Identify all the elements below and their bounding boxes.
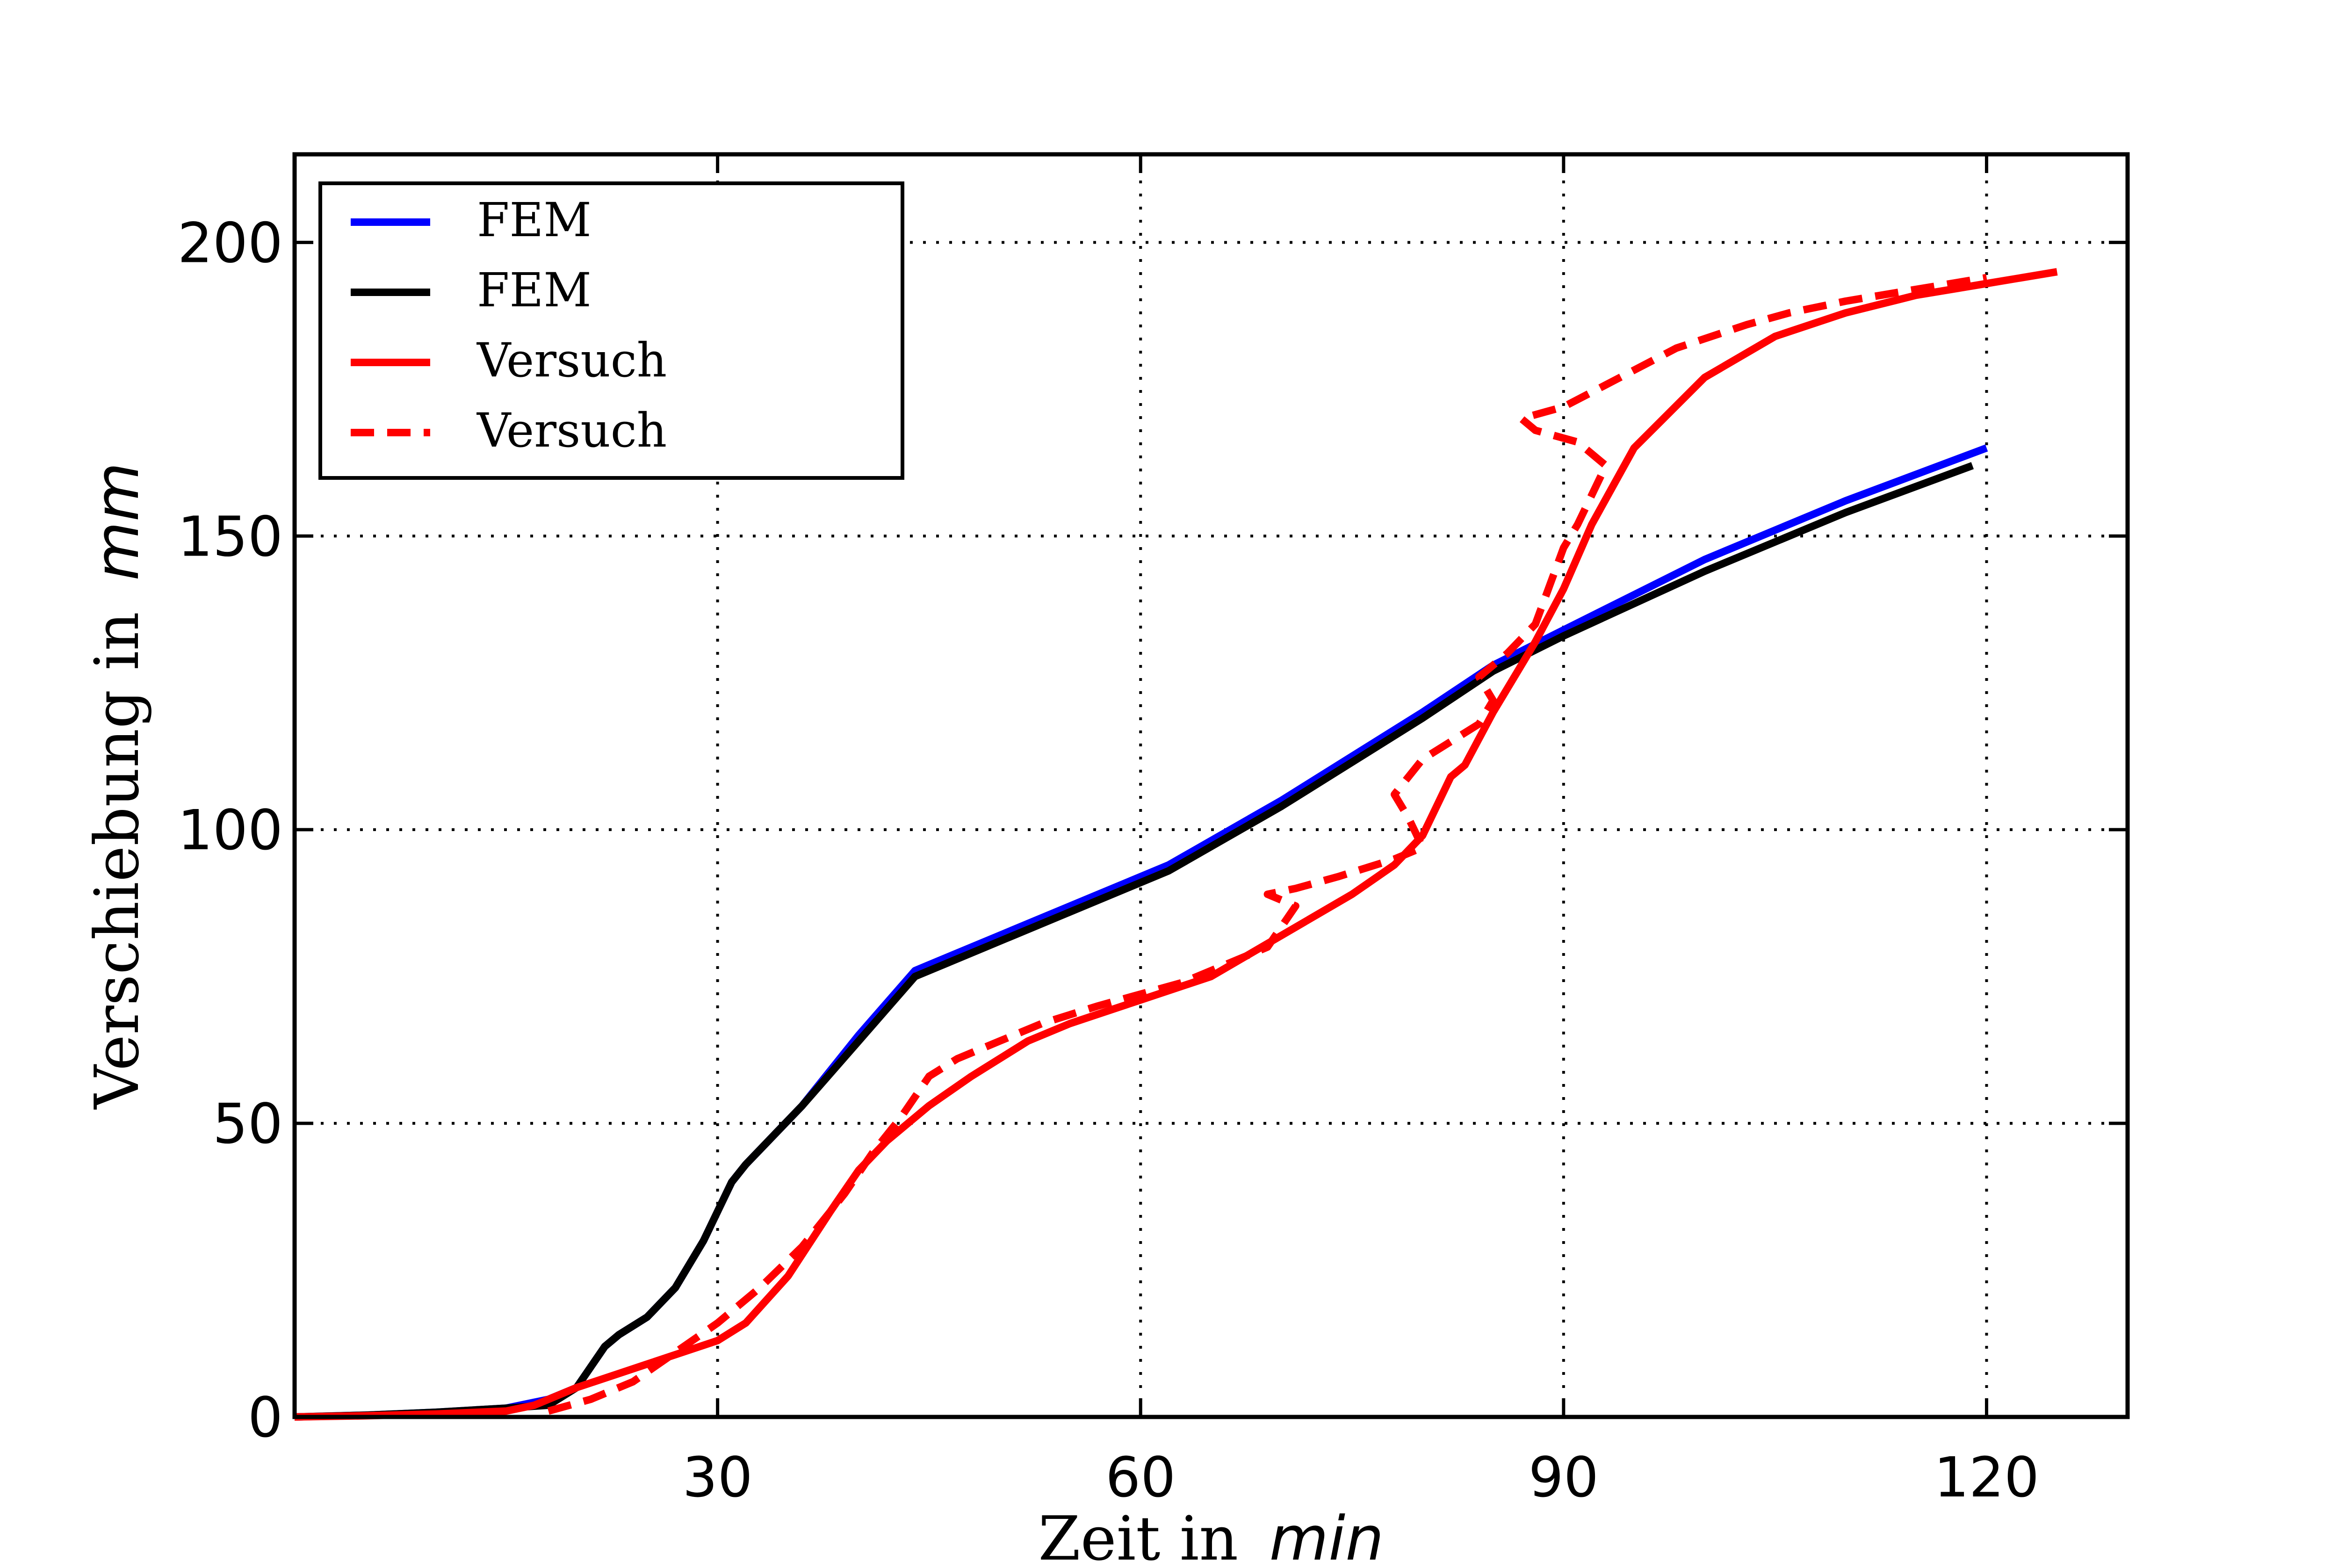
series-fem-blue bbox=[294, 444, 1988, 1421]
series-versuch-solid bbox=[294, 268, 2058, 1421]
x-tick-label: 120 bbox=[1934, 1445, 2039, 1510]
legend-label-fem-blue: FEM bbox=[477, 193, 592, 247]
y-tick-label: 200 bbox=[178, 210, 283, 275]
grid-lines bbox=[295, 154, 2128, 1417]
legend-frame bbox=[318, 181, 904, 480]
y-axis-label-text: Verschiebung in bbox=[81, 612, 152, 1110]
x-axis-label: Zeit in min bbox=[1038, 1503, 1384, 1568]
plot-frame bbox=[292, 152, 2130, 1419]
y-tick-label: 100 bbox=[178, 798, 283, 862]
x-tick-label: 30 bbox=[683, 1445, 753, 1510]
x-tick-label: 60 bbox=[1105, 1445, 1176, 1510]
axis-ticks: 30 60 90 120 0 50 100 150 200 bbox=[178, 154, 2128, 1510]
legend-label-fem-black: FEM bbox=[477, 263, 592, 318]
y-tick-label: 50 bbox=[213, 1091, 283, 1156]
y-tick-label: 150 bbox=[178, 504, 283, 569]
y-axis-label: Verschiebung in mm bbox=[81, 462, 152, 1110]
y-tick-label: 0 bbox=[248, 1385, 283, 1450]
y-axis-unit: mm bbox=[81, 462, 152, 581]
legend-label-versuch-dashed: Versuch bbox=[476, 403, 667, 458]
x-axis-label-text: Zeit in bbox=[1038, 1503, 1238, 1568]
legend-label-versuch-solid: Versuch bbox=[476, 333, 667, 388]
series-fem-black bbox=[294, 462, 1974, 1421]
series-versuch-dashed bbox=[547, 274, 1987, 1415]
series-layer bbox=[294, 268, 2058, 1421]
legend: FEM FEM Versuch Versuch bbox=[318, 181, 904, 480]
x-axis-unit: min bbox=[1269, 1503, 1384, 1568]
x-tick-label: 90 bbox=[1529, 1445, 1599, 1510]
